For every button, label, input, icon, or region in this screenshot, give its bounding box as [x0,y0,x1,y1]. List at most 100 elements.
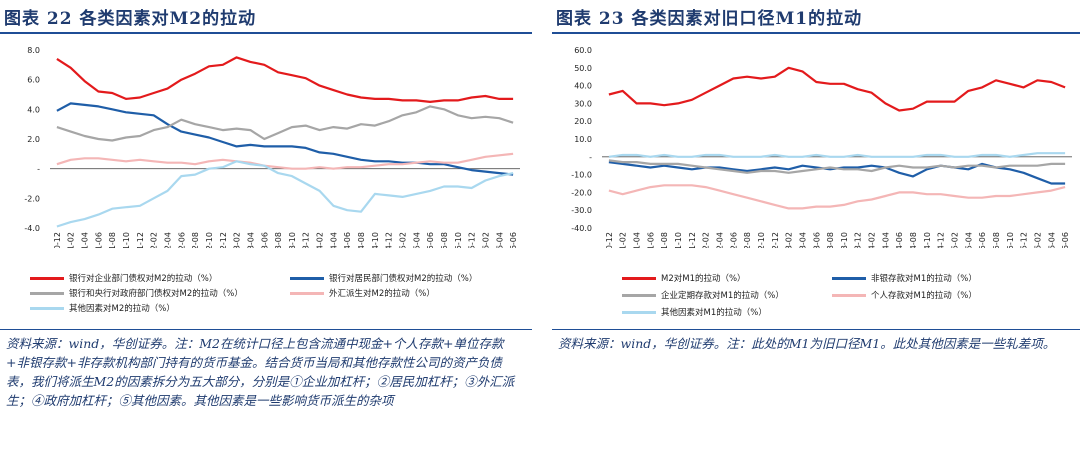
legend-label: 其他因素对M2的拉动（%） [69,304,175,314]
x-tick-label: 2025-08 [440,232,449,248]
x-tick-label: 2021-04 [633,232,642,248]
x-tick-label: 2022-12 [219,232,228,248]
x-tick-label: 2023-08 [826,232,835,248]
y-tick-label: -10.0 [571,171,592,180]
legend-label: 非银存款对M1的拉动（%） [871,274,977,284]
x-tick-label: 2020-12 [53,232,62,248]
x-tick-label: 2023-10 [288,232,297,248]
y-tick-label: 4.0 [27,105,40,114]
x-tick-label: 2021-08 [660,232,669,248]
series-line [56,56,514,104]
x-tick-label: 2021-10 [674,232,683,248]
title-rule [0,32,532,34]
y-tick-label: 6.0 [27,76,40,85]
x-tick-label: 2026-02 [1033,232,1042,248]
legend-swatch [622,293,656,297]
y-tick-label: 40.0 [574,82,592,91]
x-tick-label: 2026-06 [1061,232,1070,248]
chart-m2: 8.0 6.0 4.0 2.0 - -2.0 -4.0 2020-12 2021-02 2021-… [24,46,520,248]
x-tick-label: 2025-04 [964,232,973,248]
legend-swatch [290,276,324,280]
legend-label: 银行对企业部门债权对M2的拉动（%） [69,274,218,284]
x-tick-label: 2020-12 [605,232,614,248]
series-line [56,160,514,228]
series-line [608,152,1066,158]
x-tick-label: 2023-10 [840,232,849,248]
legend-swatch [30,306,64,310]
x-tick-label: 2021-02 [67,232,76,248]
legend-swatch [832,293,866,297]
y-tick-label: 2.0 [27,135,40,144]
x-tick-label: 2023-12 [302,232,311,248]
x-tick-label: 2022-10 [205,232,214,248]
x-tick-label: 2021-08 [108,232,117,248]
y-tick-label: 8.0 [27,46,40,55]
legend-item: 个人存款对M1的拉动（%） [832,289,977,301]
legend-item: 银行对企业部门债权对M2的拉动（%） [30,272,217,284]
series-line [608,161,1066,185]
legend-item: 其他因素对M2的拉动（%） [30,302,175,314]
x-tick-label: 2026-04 [495,232,504,248]
x-tick-label: 2024-08 [909,232,918,248]
legend-item: 其他因素对M1的拉动（%） [622,306,767,318]
legend-swatch [622,310,656,314]
x-tick-label: 2023-06 [260,232,269,248]
x-tick-label: 2026-04 [1047,232,1056,248]
title-rule [552,32,1080,34]
chart-m1: 60.0 50.0 40.0 30.0 20.0 10.0 - -10.0 -20.0 -30.0… [571,46,1072,248]
x-tick-label: 2022-10 [757,232,766,248]
series-line [56,105,514,142]
legend-swatch [290,291,324,295]
legend-label: 外汇派生对M2的拉动（%） [329,289,435,299]
x-tick-label: 2025-06 [978,232,987,248]
x-tick-label: 2022-04 [716,232,725,248]
y-tick-label: -40.0 [571,224,592,233]
series-line [608,159,1066,174]
legend-label: M2对M1的拉动（%） [661,274,746,284]
x-tick-label: 2024-04 [881,232,890,248]
y-tick-label: 20.0 [574,117,592,126]
x-tick-label: 2026-02 [481,232,490,248]
y-tick-label: - [37,165,40,174]
y-tick-label: -30.0 [571,206,592,215]
note-rule [552,329,1080,330]
x-tick-label: 2021-06 [646,232,655,248]
figure-title: 图表 23 各类因素对旧口径M1的拉动 [556,9,863,29]
legend-label: 银行和央行对政府部门债权对M2的拉动（%） [69,289,243,299]
legend-item: M2对M1的拉动（%） [622,272,746,284]
legend-label: 其他因素对M1的拉动（%） [661,308,767,318]
x-tick-label: 2023-06 [812,232,821,248]
x-tick-label: 2022-06 [729,232,738,248]
y-tick-label: 10.0 [574,135,592,144]
panel-m2: 图表 22 各类因素对M2的拉动 8.0 6.0 4.0 2.0 - -2.0 -4.0 20… [0,0,532,456]
legend-label: 个人存款对M1的拉动（%） [871,291,977,301]
x-tick-label: 2024-10 [371,232,380,248]
x-tick-label: 2021-12 [136,232,145,248]
x-tick-label: 2022-12 [771,232,780,248]
series-line [56,102,514,176]
y-tick-label: 60.0 [574,46,592,55]
x-tick-label: 2023-08 [274,232,283,248]
x-tick-label: 2021-02 [619,232,628,248]
x-tick-label: 2023-04 [246,232,255,248]
legend-item: 银行和央行对政府部门债权对M2的拉动（%） [30,287,243,299]
y-tick-label: -4.0 [24,224,40,233]
x-tick-label: 2022-02 [702,232,711,248]
panel-m1: 图表 23 各类因素对旧口径M1的拉动 60.0 50.0 40.0 30.0 20.0… [552,0,1080,456]
x-tick-label: 2023-12 [854,232,863,248]
x-tick-label: 2024-02 [316,232,325,248]
x-tick-label: 2024-10 [923,232,932,248]
x-tick-label: 2021-10 [122,232,131,248]
x-tick-label: 2024-12 [385,232,394,248]
y-tick-label: 30.0 [574,99,592,108]
series-line [56,152,514,170]
x-tick-label: 2023-04 [798,232,807,248]
x-tick-label: 2025-04 [412,232,421,248]
legend-label: 银行对居民部门债权对M2的拉动（%） [329,274,478,284]
note-rule [0,329,532,330]
figure-title: 图表 22 各类因素对M2的拉动 [4,9,257,29]
x-tick-label: 2025-06 [426,232,435,248]
x-tick-label: 2025-02 [399,232,408,248]
x-tick-label: 2025-02 [951,232,960,248]
legend-swatch [30,291,64,295]
